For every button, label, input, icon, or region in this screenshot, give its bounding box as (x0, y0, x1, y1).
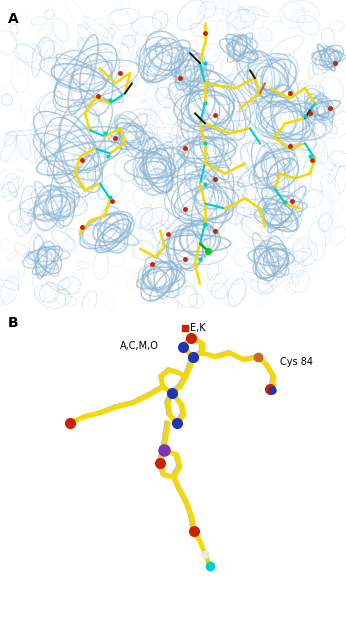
Text: A,C,M,O: A,C,M,O (120, 341, 159, 351)
Text: B: B (8, 316, 19, 330)
Text: Cys 84: Cys 84 (280, 357, 313, 367)
Text: A: A (8, 12, 19, 26)
Text: E,K: E,K (190, 323, 206, 333)
